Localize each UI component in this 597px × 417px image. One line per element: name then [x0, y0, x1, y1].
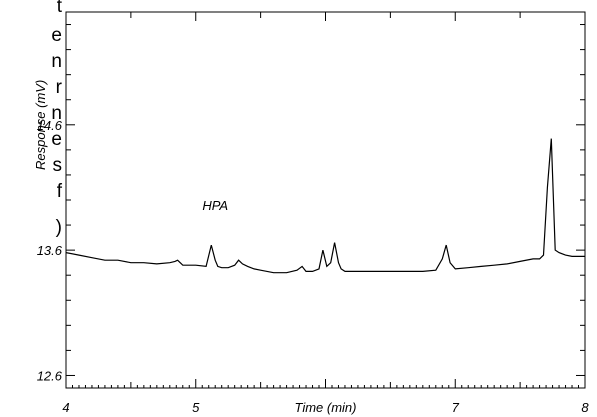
x-tick-label: 8 [581, 400, 589, 415]
caption-char: r [55, 77, 62, 98]
caption-char: e [51, 25, 62, 46]
plot-frame [65, 11, 586, 389]
caption-char: t [56, 0, 62, 17]
caption-char: e [51, 129, 62, 150]
caption-char: f [56, 181, 62, 202]
chromatogram-trace [65, 138, 585, 274]
caption-char: s [52, 155, 63, 176]
caption-char: ) [55, 217, 62, 238]
y-axis-label: Response (mV) [33, 80, 48, 170]
y-tick-label: 14.6 [37, 118, 63, 133]
caption-char: n [51, 51, 62, 72]
x-axis-label: Time (min) [295, 400, 357, 415]
x-tick-label: 5 [192, 400, 200, 415]
peak-annotation: HPA [202, 198, 228, 213]
axis-ticks [65, 12, 586, 388]
y-tick-label: 12.6 [37, 368, 63, 383]
caption-char: n [51, 103, 62, 124]
x-tick-label: 4 [62, 400, 69, 415]
cropped-caption-fragment: t e n r n e s f ) [0, 0, 62, 265]
x-tick-label: 7 [452, 400, 460, 415]
y-tick-label: 13.6 [37, 243, 63, 258]
